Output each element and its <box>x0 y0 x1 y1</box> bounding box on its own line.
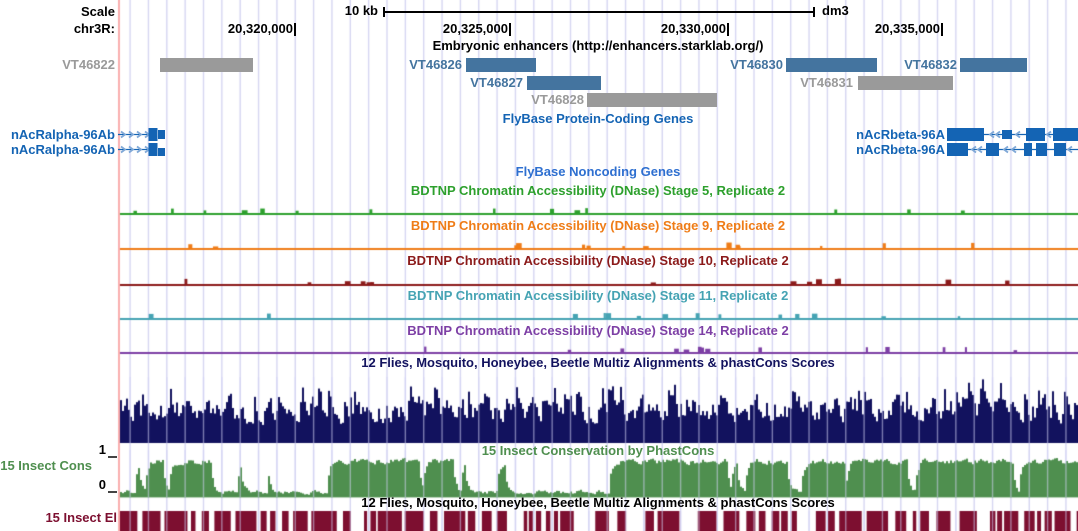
enhancer-label-vt46832[interactable]: VT46832 <box>904 57 957 72</box>
enhancer-box-vt46822[interactable] <box>160 58 253 72</box>
phastcons-axis-max-tick <box>108 456 117 458</box>
insect-elements-track[interactable] <box>118 511 1078 531</box>
scale-bar-right-tick <box>813 7 815 17</box>
gene-models-graphic <box>118 128 1078 156</box>
enhancer-label-vt46827[interactable]: VT46827 <box>470 75 523 90</box>
phastcons-row-label[interactable]: 15 Insect Cons <box>0 458 92 473</box>
bdtnp-stage5-signal-track[interactable] <box>118 209 1078 218</box>
enhancer-box-vt46831[interactable] <box>858 76 953 90</box>
gene-model-nacralpha-bottom[interactable] <box>118 143 165 156</box>
coordinate-label: 20,335,000 <box>874 21 940 36</box>
chromosome-label: chr3R: <box>73 21 115 36</box>
enhancer-label-vt46828[interactable]: VT46828 <box>531 92 584 107</box>
phastcons-track-title[interactable]: 15 Insect Conservation by PhastCons <box>481 443 715 458</box>
bdtnp-stage10-title[interactable]: BDTNP Chromatin Accessibility (DNase) St… <box>407 253 789 268</box>
phastcons-histogram-track[interactable] <box>118 457 1078 497</box>
bdtnp-stage11-signal-track[interactable] <box>118 314 1078 323</box>
enhancer-box-vt46828[interactable] <box>587 93 717 107</box>
gene-model-nacralpha-top[interactable] <box>118 128 165 141</box>
enhancer-label-vt46831[interactable]: VT46831 <box>800 75 853 90</box>
scale-bar <box>383 11 814 13</box>
bdtnp-stage10-signal-track[interactable] <box>118 280 1078 289</box>
coordinate-tick <box>294 23 296 36</box>
multiz-track-title-2[interactable]: 12 Flies, Mosquito, Honeybee, Beetle Mul… <box>361 495 835 510</box>
enhancers-track-title[interactable]: Embryonic enhancers (http://enhancers.st… <box>432 38 764 53</box>
coordinate-label: 20,330,000 <box>660 21 726 36</box>
scale-bar-label: 10 kb <box>344 3 378 18</box>
phastcons-axis-min: 0 <box>98 477 106 492</box>
scale-bar-left-tick <box>383 7 385 17</box>
noncoding-genes-track-title[interactable]: FlyBase Noncoding Genes <box>515 164 681 179</box>
coordinate-tick <box>509 23 511 36</box>
bdtnp-stage9-signal-track[interactable] <box>118 244 1078 253</box>
bdtnp-stage14-title[interactable]: BDTNP Chromatin Accessibility (DNase) St… <box>407 323 789 338</box>
enhancer-label-vt46830[interactable]: VT46830 <box>730 57 783 72</box>
phastcons-axis-max: 1 <box>98 442 106 457</box>
gene-label-nacralpha[interactable]: nAcRalpha-96Ab <box>10 127 115 142</box>
bdtnp-stage5-title[interactable]: BDTNP Chromatin Accessibility (DNase) St… <box>410 183 786 198</box>
coordinate-label: 20,325,000 <box>442 21 508 36</box>
bdtnp-stage11-title[interactable]: BDTNP Chromatin Accessibility (DNase) St… <box>407 288 789 303</box>
coordinate-label: 20,320,000 <box>227 21 293 36</box>
gene-model-nacrbeta-bottom[interactable] <box>947 143 1078 156</box>
gene-label-nacrbeta[interactable]: nAcRbeta-96A <box>856 142 945 157</box>
gene-label-nacrbeta[interactable]: nAcRbeta-96A <box>856 127 945 142</box>
enhancer-box-vt46832[interactable] <box>960 58 1027 72</box>
enhancer-label-vt46822[interactable]: VT46822 <box>62 57 115 72</box>
enhancer-label-vt46826[interactable]: VT46826 <box>409 57 462 72</box>
assembly-label: dm3 <box>822 3 849 18</box>
scale-row-label: Scale <box>81 4 115 19</box>
insect-elements-row-label[interactable]: 15 Insect El <box>45 510 117 525</box>
coordinate-tick <box>941 23 943 36</box>
bdtnp-stage9-title[interactable]: BDTNP Chromatin Accessibility (DNase) St… <box>410 218 786 233</box>
phastcons-axis-min-tick <box>108 491 117 493</box>
coordinate-tick <box>727 23 729 36</box>
gene-label-nacralpha[interactable]: nAcRalpha-96Ab <box>10 142 115 157</box>
coding-genes-track-title[interactable]: FlyBase Protein-Coding Genes <box>502 111 694 126</box>
enhancer-box-vt46827[interactable] <box>527 76 601 90</box>
enhancer-box-vt46830[interactable] <box>786 58 877 72</box>
enhancer-box-vt46826[interactable] <box>466 58 536 72</box>
multiz-histogram-track[interactable] <box>118 377 1078 443</box>
gene-model-nacrbeta-top[interactable] <box>947 128 1078 141</box>
multiz-track-title[interactable]: 12 Flies, Mosquito, Honeybee, Beetle Mul… <box>361 355 835 370</box>
